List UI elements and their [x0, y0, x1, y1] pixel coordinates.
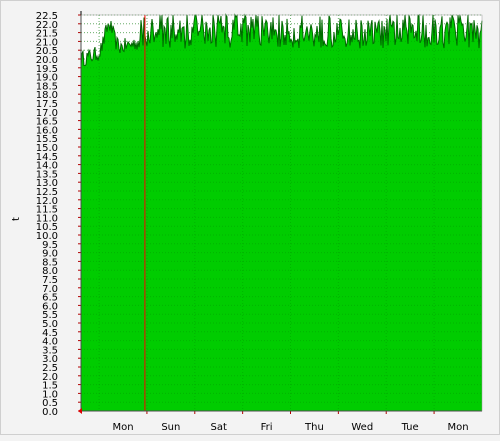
y-tick-label: 17.0: [36, 108, 58, 119]
x-tick-label: Tue: [401, 422, 419, 433]
y-tick-label: 18.5: [36, 81, 58, 92]
y-tick-label: 14.5: [36, 152, 58, 163]
y-tick-label: 2.0: [42, 372, 58, 383]
y-tick-label: 19.0: [36, 73, 58, 84]
y-tick-label: 3.5: [42, 345, 58, 356]
y-tick-label: 6.5: [42, 293, 58, 304]
y-tick-label: 1.0: [42, 389, 58, 400]
plot-border: [80, 14, 483, 412]
y-tick-label: 11.5: [36, 205, 58, 216]
y-axis-label: t: [11, 217, 22, 221]
origin-arrow: [78, 408, 82, 414]
y-tick-label: 15.5: [36, 134, 58, 145]
y-tick-label: 7.5: [42, 275, 58, 286]
y-tick-label: 10.5: [36, 222, 58, 233]
y-tick-label: 17.5: [36, 99, 58, 110]
y-tick-label: 19.5: [36, 64, 58, 75]
y-tick-label: 9.5: [42, 240, 58, 251]
y-tick-label: 21.0: [36, 37, 58, 48]
y-tick-label: 0.5: [42, 398, 58, 409]
axis-layer: 0.00.51.01.52.02.53.03.54.04.55.05.56.06…: [36, 11, 483, 433]
y-tick-label: 18.0: [36, 90, 58, 101]
y-tick-label: 20.0: [36, 55, 58, 66]
y-tick-label: 11.0: [36, 213, 58, 224]
y-tick-label: 12.0: [36, 196, 58, 207]
x-tick-label: Sun: [161, 422, 180, 433]
x-tick-label: Mon: [447, 422, 468, 433]
y-tick-label: 16.0: [36, 125, 58, 136]
y-tick-label: 7.0: [42, 284, 58, 295]
y-tick-label: 5.0: [42, 319, 58, 330]
y-tick-label: 20.5: [36, 46, 58, 57]
y-tick-label: 3.0: [42, 354, 58, 365]
y-tick-label: 21.5: [36, 29, 58, 40]
y-tick-label: 13.0: [36, 178, 58, 189]
y-tick-label: 9.0: [42, 249, 58, 260]
y-tick-label: 6.0: [42, 301, 58, 312]
y-tick-label: 14.0: [36, 161, 58, 172]
area-layer: [80, 13, 483, 412]
y-tick-label: 0.0: [42, 407, 58, 418]
y-tick-label: 4.0: [42, 337, 58, 348]
y-tick-label: 1.5: [42, 381, 58, 392]
y-tick-label: 22.0: [36, 20, 58, 31]
y-tick-label: 4.5: [42, 328, 58, 339]
y-tick-label: 10.0: [36, 231, 58, 242]
x-tick-label: Fri: [261, 422, 273, 433]
y-tick-label: 8.5: [42, 257, 58, 268]
y-tick-label: 2.5: [42, 363, 58, 374]
y-tick-label: 15.0: [36, 143, 58, 154]
x-tick-label: Wed: [351, 422, 373, 433]
x-tick-label: Thu: [304, 422, 324, 433]
y-tick-label: 16.5: [36, 117, 58, 128]
y-tick-label: 22.5: [36, 11, 58, 22]
y-tick-label: 8.0: [42, 266, 58, 277]
x-tick-label: Mon: [112, 422, 133, 433]
series-line: [80, 13, 483, 67]
series-area: [81, 15, 482, 411]
y-tick-label: 12.5: [36, 187, 58, 198]
y-tick-label: 5.5: [42, 310, 58, 321]
x-tick-label: Sat: [211, 422, 227, 433]
y-tick-label: 13.5: [36, 169, 58, 180]
